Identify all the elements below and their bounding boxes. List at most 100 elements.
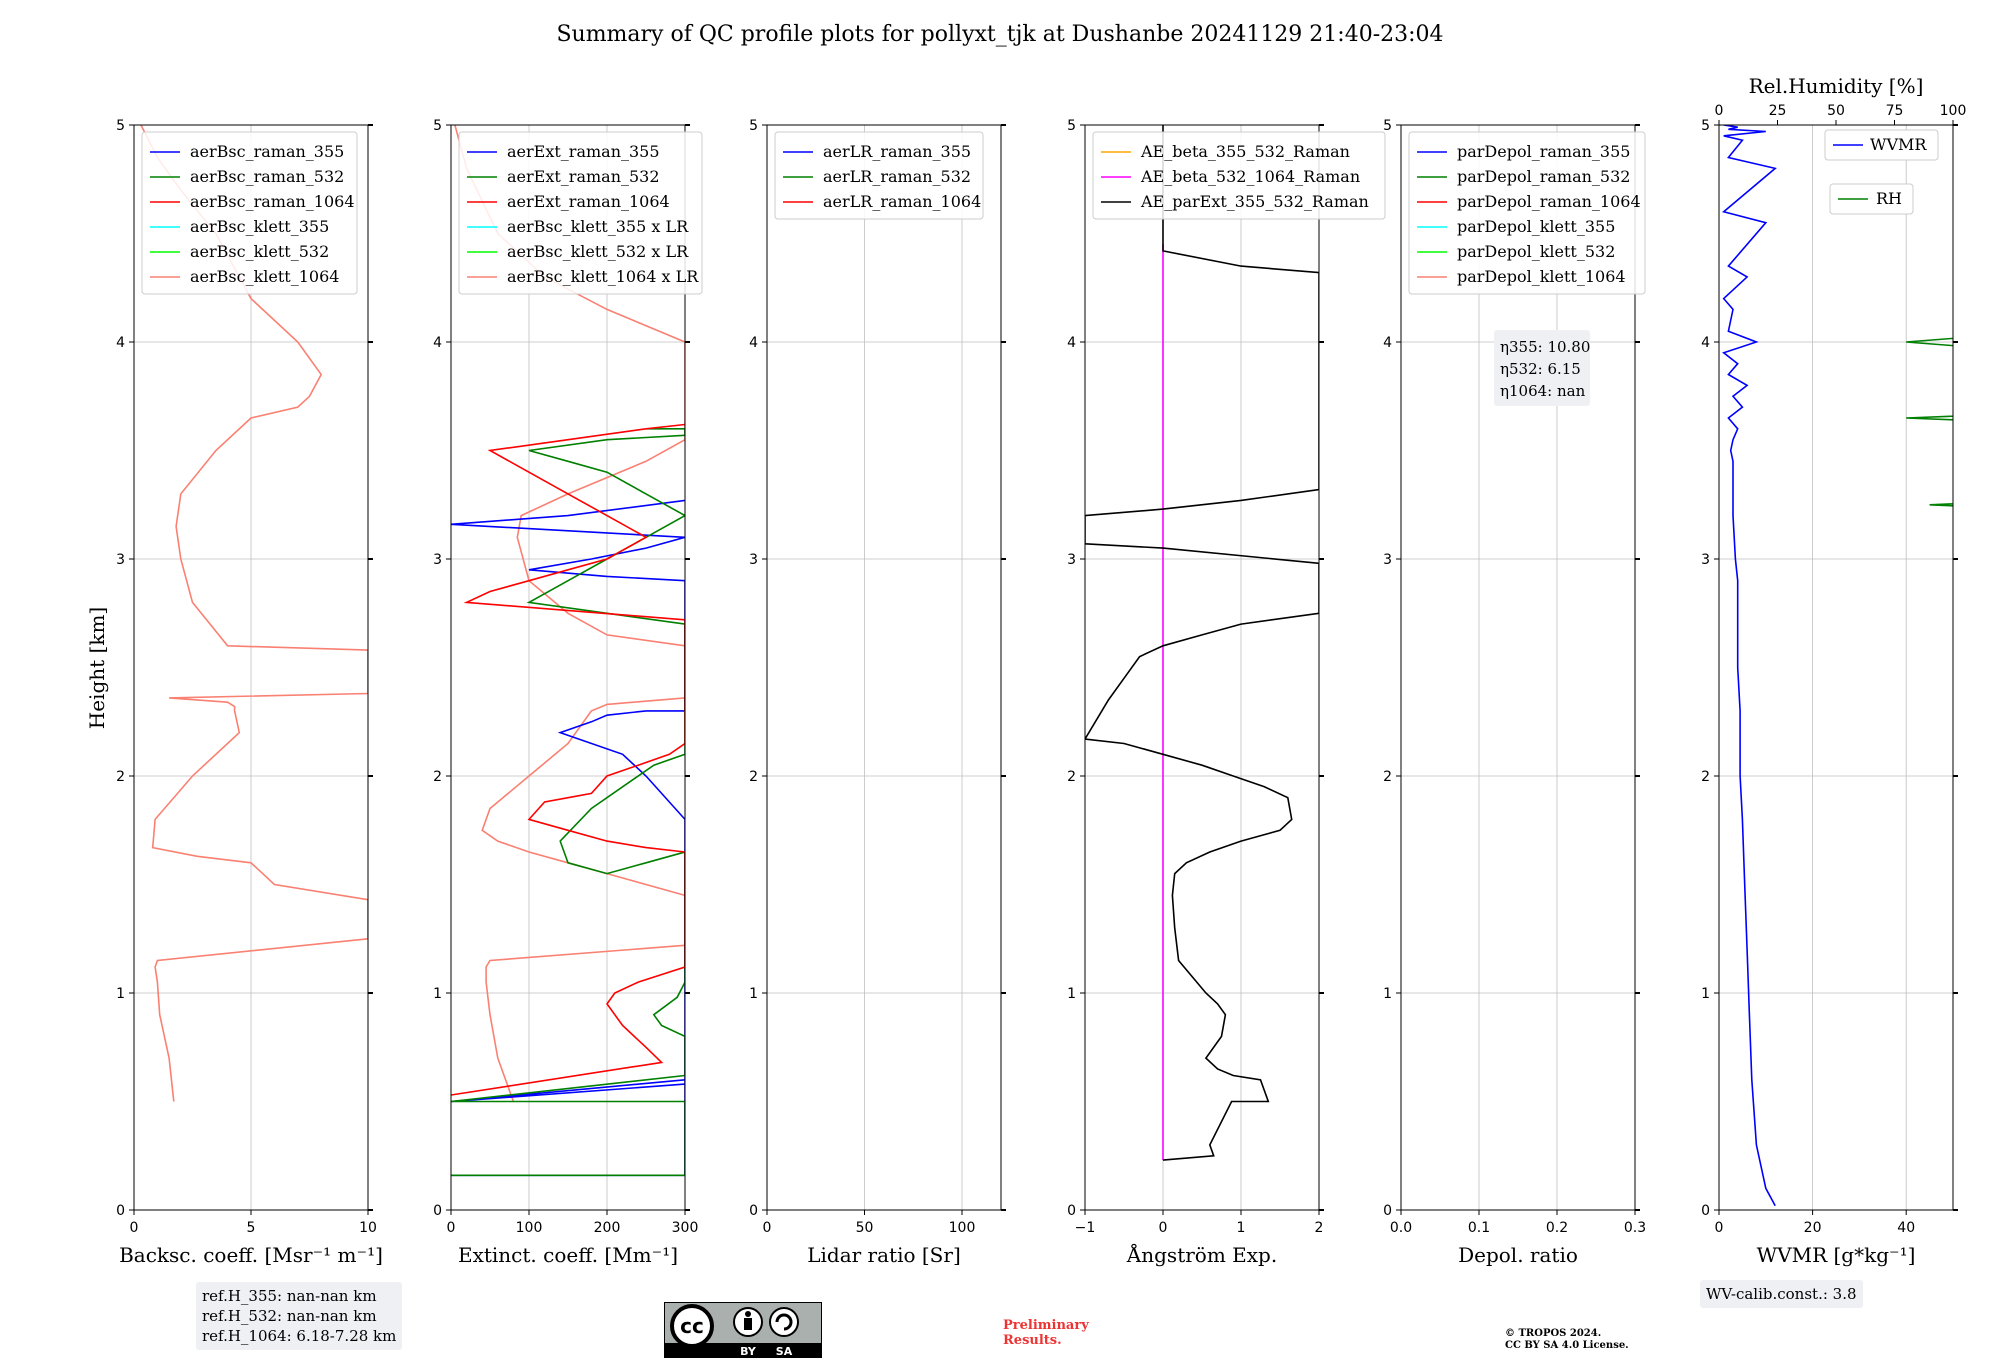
y-tick-label: 3 — [1701, 552, 1710, 568]
legend-label: aerBsc_klett_532 x LR — [507, 242, 689, 261]
eta-box: η355: 10.80 η532: 6.15 η1064: nan — [1494, 330, 1590, 406]
x-axis-label: Extinct. coeff. [Mm⁻¹] — [458, 1243, 678, 1267]
y-tick-label: 3 — [749, 552, 758, 568]
legend-label: aerBsc_klett_355 x LR — [507, 217, 689, 236]
x-axis-label: Ångström Exp. — [1126, 1242, 1277, 1267]
x-tick-label: 5 — [247, 1220, 256, 1236]
y-tick-label: 1 — [749, 986, 758, 1002]
y-tick-label: 1 — [1067, 986, 1076, 1002]
x-tick-label: 40 — [1897, 1220, 1915, 1236]
legend-label: RH — [1876, 189, 1902, 208]
legend-box-rh — [1829, 183, 1914, 215]
panel-2: 0 100 200 300 0 1 2 3 4 5 Extinct. coeff. [Mm⁻¹] ae… — [433, 118, 703, 1267]
wv-calib-const: WV-calib.const.: 3.8 — [1706, 1285, 1857, 1303]
plot-frame — [1084, 124, 1320, 1211]
x-tick-label: 0 — [447, 1220, 456, 1236]
x-axis-label: WVMR [g*kg⁻¹] — [1757, 1243, 1916, 1267]
y-tick-label: 1 — [1701, 986, 1710, 1002]
license-note: © TROPOS 2024. CC BY SA 4.0 License. — [1505, 1328, 1629, 1352]
legend-label: aerExt_raman_532 — [507, 167, 660, 186]
legend-label: WVMR — [1870, 135, 1927, 154]
y-tick-label: 2 — [1067, 769, 1076, 785]
x-tick-label: 20 — [1804, 1220, 1822, 1236]
eta-line-3: η1064: nan — [1500, 382, 1586, 400]
series-line-ae-parext-355-532-raman — [1085, 125, 1319, 1161]
x-tick-label: 100 — [516, 1220, 543, 1236]
top-x-tick-label: 25 — [1769, 103, 1787, 119]
plot-frame — [766, 124, 1002, 1211]
y-tick-label: 5 — [1701, 118, 1710, 134]
y-tick-label: 5 — [433, 118, 442, 134]
legend-label: aerBsc_klett_532 — [190, 242, 329, 261]
plot-frame — [133, 124, 369, 1211]
legend-label: aerBsc_raman_1064 — [190, 192, 355, 211]
legend-label: aerBsc_klett_355 — [190, 217, 329, 236]
legend-box-wvmr — [1824, 129, 1939, 161]
cc-by-label: BY — [740, 1345, 757, 1358]
y-tick-label: 4 — [1701, 335, 1710, 351]
legend-label: aerBsc_raman_355 — [190, 142, 344, 161]
y-tick-label: 2 — [1383, 769, 1392, 785]
preliminary-note: Preliminary Results. — [1003, 1318, 1089, 1348]
top-x-tick-label: 0 — [1715, 103, 1724, 119]
y-tick-label: 5 — [1067, 118, 1076, 134]
legend-label: aerLR_raman_532 — [823, 167, 971, 186]
series-group — [451, 125, 685, 1177]
x-tick-label: 0 — [1159, 1220, 1168, 1236]
top-x-tick-label: 100 — [1940, 103, 1967, 119]
legend-label: parDepol_raman_355 — [1457, 142, 1630, 161]
plot-frame — [1400, 124, 1636, 1211]
y-tick-label: 0 — [433, 1203, 442, 1219]
x-tick-label: 50 — [856, 1220, 874, 1236]
legend-label: aerExt_raman_1064 — [507, 192, 670, 211]
legend-label: parDepol_klett_1064 — [1457, 267, 1626, 286]
cc-sa-label: SA — [776, 1345, 793, 1358]
x-tick-label: 2 — [1315, 1220, 1324, 1236]
x-tick-label: 100 — [949, 1220, 976, 1236]
preliminary-line-1: Preliminary — [1003, 1318, 1089, 1333]
panel-1: 0 5 10 0 1 2 3 4 5 Backsc. coeff. [Msr⁻¹ m⁻¹] aerB… — [116, 118, 383, 1267]
legend-label: aerLR_raman_355 — [823, 142, 971, 161]
series-line-aerbsc-klett-1064 — [140, 125, 368, 1102]
y-tick-label: 1 — [116, 986, 125, 1002]
ref-height-1064: ref.H_1064: 6.18-7.28 km — [202, 1327, 397, 1345]
y-tick-label: 4 — [749, 335, 758, 351]
y-tick-label: 3 — [433, 552, 442, 568]
series-line-aerext-raman-1064 — [451, 423, 685, 1096]
x-tick-label: 300 — [672, 1220, 699, 1236]
series-line-aerext-raman-355 — [451, 499, 685, 1177]
legend-label: AE_parExt_355_532_Raman — [1140, 192, 1369, 211]
series-line-aerbsc-klett-1064-x-lr — [454, 125, 685, 1102]
x-tick-label: 200 — [594, 1220, 621, 1236]
reference-height-box: ref.H_355: nan-nan km ref.H_532: nan-nan… — [196, 1282, 403, 1350]
x-axis-label: Backsc. coeff. [Msr⁻¹ m⁻¹] — [119, 1243, 383, 1267]
y-tick-label: 2 — [1701, 769, 1710, 785]
y-tick-label: 0 — [1383, 1203, 1392, 1219]
y-axis-label: Height [km] — [85, 607, 109, 729]
series-line-aerext-raman-532 — [451, 427, 685, 1177]
top-x-tick-label: 50 — [1827, 103, 1845, 119]
legend-label: parDepol_raman_532 — [1457, 167, 1630, 186]
x-tick-label: 0.2 — [1546, 1220, 1568, 1236]
x-tick-label: 0.3 — [1624, 1220, 1646, 1236]
series-group — [140, 125, 368, 1102]
y-tick-label: 2 — [116, 769, 125, 785]
y-tick-label: 0 — [116, 1203, 125, 1219]
plot-frame — [450, 124, 686, 1211]
x-tick-label: 10 — [359, 1220, 377, 1236]
y-tick-label: 4 — [1067, 335, 1076, 351]
y-tick-label: 5 — [749, 118, 758, 134]
eta-line-1: η355: 10.80 — [1500, 338, 1590, 356]
legend-box — [774, 131, 984, 220]
legend-box — [141, 131, 358, 295]
x-tick-label: 0.1 — [1468, 1220, 1490, 1236]
legend-box — [1092, 131, 1386, 220]
x-tick-label: 0 — [1715, 1220, 1724, 1236]
series-line-wvmr — [1722, 125, 1777, 1207]
y-tick-label: 4 — [116, 335, 125, 351]
ref-height-355: ref.H_355: nan-nan km — [202, 1287, 377, 1305]
y-tick-label: 0 — [1701, 1203, 1710, 1219]
y-tick-label: 3 — [1383, 552, 1392, 568]
